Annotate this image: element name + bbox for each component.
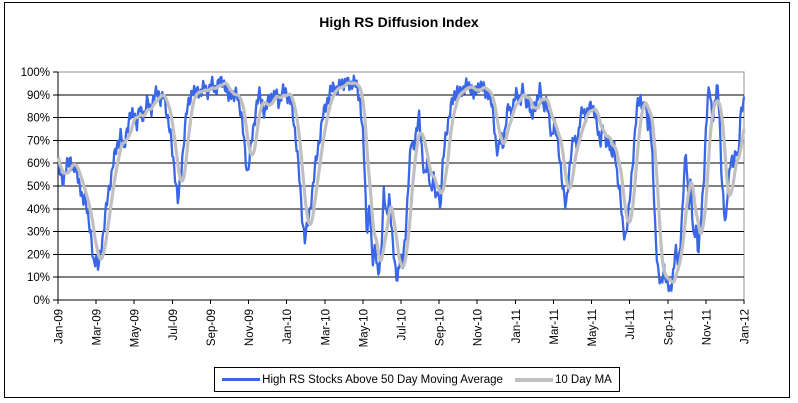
y-axis-label: 100% — [21, 67, 50, 79]
legend-label-series2: 10 Day MA — [554, 373, 612, 386]
y-axis-label: 30% — [27, 227, 50, 239]
x-axis-label: Nov-10 — [473, 309, 485, 346]
x-axis-label: May-10 — [358, 309, 370, 347]
x-axis-label: May-09 — [130, 309, 142, 347]
y-axis-label: 20% — [27, 249, 50, 261]
x-axis-label: Nov-11 — [701, 309, 713, 345]
y-axis-label: 70% — [27, 135, 50, 147]
x-axis-label: Jan-11 — [511, 309, 523, 343]
x-axis-label: Jan-12 — [740, 309, 752, 344]
x-axis-label: Mar-10 — [320, 309, 332, 345]
y-axis-label: 90% — [27, 90, 50, 102]
series-line-high-rs — [56, 74, 746, 293]
x-axis-label: Nov-09 — [244, 309, 256, 346]
x-axis-label: May-11 — [587, 309, 599, 347]
y-axis-label: 60% — [27, 158, 50, 170]
chart-title: High RS Diffusion Index — [319, 14, 479, 30]
y-axis-label: 0% — [33, 295, 50, 307]
x-axis-label: Mar-11 — [549, 309, 561, 345]
x-axis-label: Jul-09 — [168, 309, 180, 340]
legend: High RS Stocks Above 50 Day Moving Avera… — [214, 367, 620, 392]
x-axis-label: Sep-11 — [663, 309, 675, 345]
legend-line-sample-gray — [514, 377, 553, 382]
legend-label-series1: High RS Stocks Above 50 Day Moving Avera… — [262, 373, 503, 386]
y-axis-label: 50% — [27, 181, 50, 193]
y-axis-label: 40% — [27, 204, 50, 216]
x-axis-label: Jan-09 — [54, 309, 66, 344]
x-axis-label: Jul-11 — [625, 309, 637, 339]
series-line-10-day-ma — [56, 81, 746, 284]
y-axis-label: 10% — [27, 272, 50, 284]
x-axis-label: Jan-10 — [282, 309, 294, 344]
y-axis-label: 80% — [27, 113, 50, 125]
x-axis-label: Sep-10 — [435, 309, 447, 346]
x-axis-label: Sep-09 — [206, 309, 218, 346]
legend-line-sample-blue — [222, 378, 261, 381]
x-axis-label: Mar-09 — [92, 309, 104, 345]
x-axis-label: Jul-10 — [397, 309, 409, 340]
